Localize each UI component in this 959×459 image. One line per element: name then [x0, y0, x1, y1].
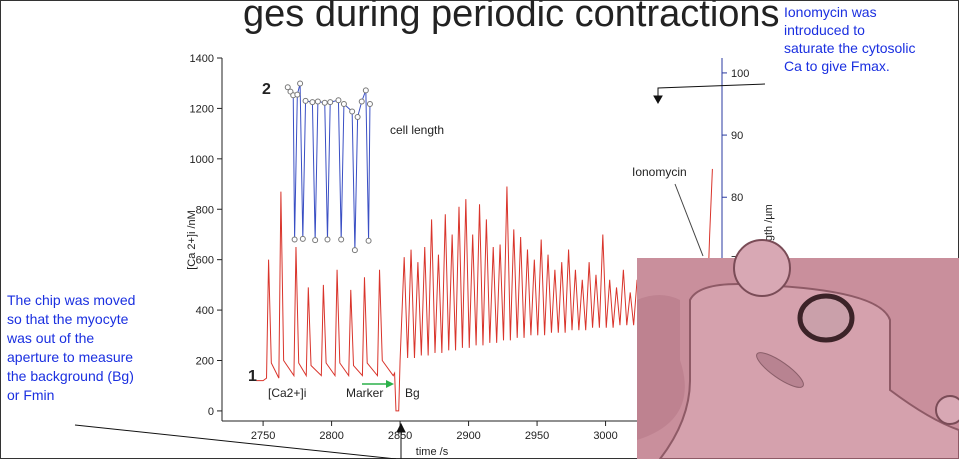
y2-tick-label: 100 — [731, 68, 749, 80]
y-tick-label: 1000 — [190, 154, 214, 166]
note-line: introduced to — [784, 22, 865, 38]
vertex-marker — [309, 99, 316, 106]
x-tick-label: 2950 — [525, 430, 549, 442]
note-line: Ca to give Fmax. — [784, 58, 890, 74]
annotation: Bg — [405, 386, 420, 400]
vertex-marker — [327, 99, 334, 106]
y-tick-label: 0 — [208, 406, 214, 418]
slide-title: ges during periodic contractions — [243, 0, 780, 35]
note-line: was out of the — [6, 330, 94, 346]
vertex-marker — [291, 236, 298, 243]
vertex-marker — [314, 98, 321, 105]
note-line: The chip was moved — [7, 292, 135, 308]
vertex-marker — [349, 108, 356, 115]
annotation: Ionomycin — [632, 165, 687, 179]
vertex-marker — [284, 84, 291, 91]
leader-line — [674, 183, 704, 257]
vertex-marker — [351, 247, 358, 254]
x-tick-label: 2900 — [456, 430, 480, 442]
y2-tick-label: 80 — [731, 192, 743, 204]
y-axis-title: [Ca 2+]i /nM — [186, 210, 198, 270]
x-axis-title: time /s — [416, 446, 449, 458]
y-tick-label: 200 — [196, 356, 214, 368]
micrograph — [637, 239, 959, 459]
vertex-marker — [358, 98, 365, 105]
x-tick-label: 2850 — [388, 430, 412, 442]
y2-tick-label: 90 — [731, 130, 743, 142]
note-line: or Fmin — [7, 387, 54, 403]
vertex-marker — [324, 236, 331, 243]
note-line: so that the myocyte — [7, 311, 129, 327]
note-line: Ionomycin was — [784, 4, 877, 20]
vertex-marker — [335, 97, 342, 104]
y-tick-label: 1200 — [190, 103, 214, 115]
y-tick-label: 1400 — [190, 53, 214, 65]
vertex-marker — [340, 100, 347, 107]
vertex-marker — [297, 80, 304, 87]
marker-arrowhead — [386, 380, 394, 388]
series-label: [Ca2+]i — [268, 386, 306, 400]
vertex-marker — [299, 235, 306, 242]
vertex-marker — [302, 97, 309, 104]
note-line: the background (Bg) — [7, 368, 134, 384]
annotations: Ionomycin was introduced to saturate the c… — [6, 4, 916, 403]
vertex-marker — [338, 236, 345, 243]
x-tick-label: 2750 — [251, 430, 275, 442]
vertex-marker — [294, 91, 301, 98]
annotation: 1 — [248, 368, 257, 385]
y-tick-label: 600 — [196, 255, 214, 267]
series-label: cell length — [390, 123, 444, 137]
vertex-marker — [366, 100, 373, 107]
vertex-marker — [321, 99, 328, 106]
vertex-marker — [362, 87, 369, 94]
y-tick-label: 800 — [196, 204, 214, 216]
note-line: saturate the cytosolic — [784, 40, 916, 56]
annotation: 2 — [262, 81, 271, 98]
note-line: aperture to measure — [7, 349, 133, 365]
y-tick-label: 400 — [196, 305, 214, 317]
annotation: Marker — [346, 386, 383, 400]
vertex-marker — [354, 114, 361, 121]
vertex-marker — [365, 237, 372, 244]
arrows — [74, 83, 766, 459]
x-tick-label: 2800 — [319, 430, 343, 442]
vertex-marker — [312, 237, 319, 244]
x-tick-label: 3000 — [593, 430, 617, 442]
